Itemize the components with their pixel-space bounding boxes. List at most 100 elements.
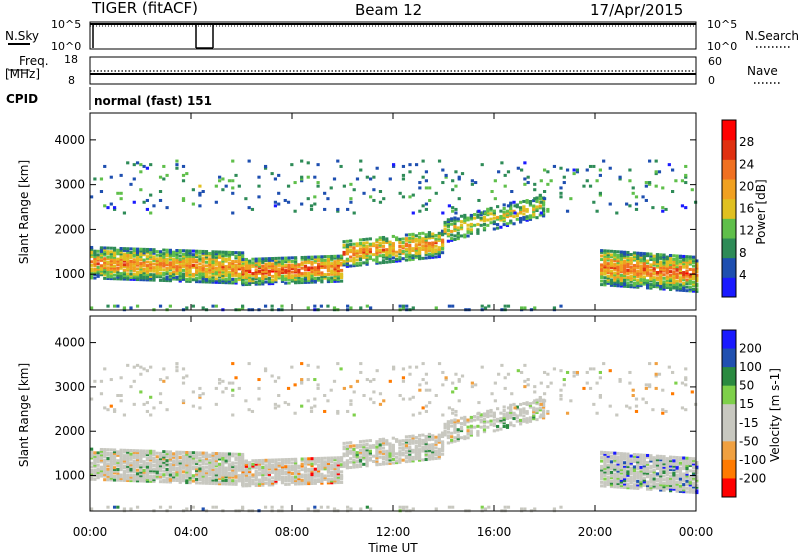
- velocity-cell: [457, 379, 461, 383]
- velocity-cell: [103, 367, 107, 371]
- power-cell: [626, 276, 630, 280]
- velocity-cell: [126, 470, 130, 474]
- velocity-cell: [685, 479, 689, 483]
- power-cell: [346, 304, 350, 308]
- power-cell: [642, 264, 646, 268]
- power-cell: [116, 271, 120, 275]
- velocity-cell: [565, 411, 570, 415]
- power-cell: [408, 258, 412, 262]
- velocity-cell: [333, 474, 337, 478]
- power-cell: [165, 275, 169, 279]
- velocity-cell: [685, 462, 689, 466]
- power-cell: [96, 262, 100, 266]
- velocity-cell: [654, 362, 658, 366]
- velocity-cell: [496, 407, 500, 411]
- power-cell: [274, 280, 278, 284]
- velocity-cell: [391, 450, 395, 454]
- power-cell: [632, 255, 637, 259]
- power-cell: [479, 211, 483, 215]
- velocity-cell: [103, 460, 107, 464]
- velocity-cell: [145, 470, 150, 474]
- power-cell: [214, 250, 218, 254]
- power-cell: [126, 266, 130, 270]
- velocity-cell: [241, 470, 245, 474]
- power-cell: [152, 273, 156, 277]
- velocity-cell: [132, 465, 136, 469]
- power-cell: [453, 229, 457, 233]
- power-cell: [431, 234, 435, 238]
- velocity-cell: [603, 461, 607, 465]
- power-cell: [411, 236, 415, 240]
- power-cell: [336, 207, 340, 211]
- power-cell: [208, 262, 212, 266]
- velocity-cell: [267, 474, 271, 478]
- velocity-cell: [668, 485, 673, 489]
- velocity-cell: [211, 505, 215, 509]
- velocity-cell: [678, 489, 683, 493]
- power-cell: [139, 247, 143, 251]
- power-cell: [522, 205, 526, 209]
- velocity-cell: [352, 455, 356, 459]
- velocity-cell: [662, 481, 666, 485]
- velocity-cell: [297, 480, 301, 484]
- power-cell: [606, 274, 610, 278]
- power-cell: [649, 272, 653, 276]
- power-cell: [287, 267, 291, 271]
- velocity-cell: [431, 455, 435, 459]
- velocity-cell: [609, 467, 614, 471]
- velocity-cell: [362, 446, 366, 450]
- velocity-cell: [330, 465, 334, 469]
- velocity-cell: [106, 448, 110, 452]
- power-cell: [355, 254, 359, 258]
- power-cell: [355, 177, 360, 181]
- power-cell: [695, 273, 699, 277]
- velocity-cell: [606, 460, 610, 464]
- velocity-cell: [122, 475, 127, 479]
- power-cell: [326, 263, 331, 267]
- velocity-cell: [528, 416, 533, 420]
- velocity-cell: [408, 450, 412, 454]
- power-cell: [372, 244, 376, 248]
- velocity-cell: [616, 457, 620, 461]
- velocity-cell: [378, 438, 382, 442]
- power-cell: [181, 164, 186, 168]
- velocity-cell: [636, 474, 640, 478]
- power-cell: [326, 276, 331, 280]
- velocity-cell: [675, 466, 679, 470]
- power-cell: [688, 257, 692, 261]
- velocity-cell: [122, 457, 127, 461]
- power-cell: [395, 236, 399, 240]
- power-cell: [672, 284, 676, 288]
- velocity-cell: [142, 474, 146, 478]
- velocity-cell: [149, 467, 153, 471]
- velocity-cell: [310, 473, 314, 477]
- velocity-cell: [135, 474, 140, 478]
- velocity-cell: [437, 440, 441, 444]
- velocity-cell: [345, 462, 349, 466]
- velocity-cell: [609, 483, 614, 487]
- power-cell: [204, 278, 209, 282]
- power-cell: [482, 228, 487, 232]
- power-cell: [450, 229, 454, 233]
- power-cell: [271, 262, 275, 266]
- power-cell: [152, 257, 156, 261]
- power-cell: [662, 280, 666, 284]
- velocity-cell: [668, 471, 673, 475]
- velocity-cell: [649, 479, 653, 483]
- power-cell: [158, 273, 163, 277]
- velocity-cell: [195, 474, 199, 478]
- velocity-cell: [451, 381, 455, 385]
- power-cell: [237, 265, 241, 269]
- velocity-cell: [103, 462, 107, 466]
- velocity-cell: [132, 468, 136, 472]
- velocity-cell: [122, 450, 127, 454]
- velocity-cell: [606, 452, 610, 456]
- velocity-cell: [662, 458, 666, 462]
- power-cell: [606, 262, 610, 266]
- velocity-cell: [609, 456, 614, 460]
- velocity-cell: [505, 425, 510, 429]
- velocity-cell: [211, 478, 215, 482]
- velocity-cell: [453, 439, 457, 443]
- power-cell: [149, 278, 153, 282]
- power-cell: [349, 182, 353, 186]
